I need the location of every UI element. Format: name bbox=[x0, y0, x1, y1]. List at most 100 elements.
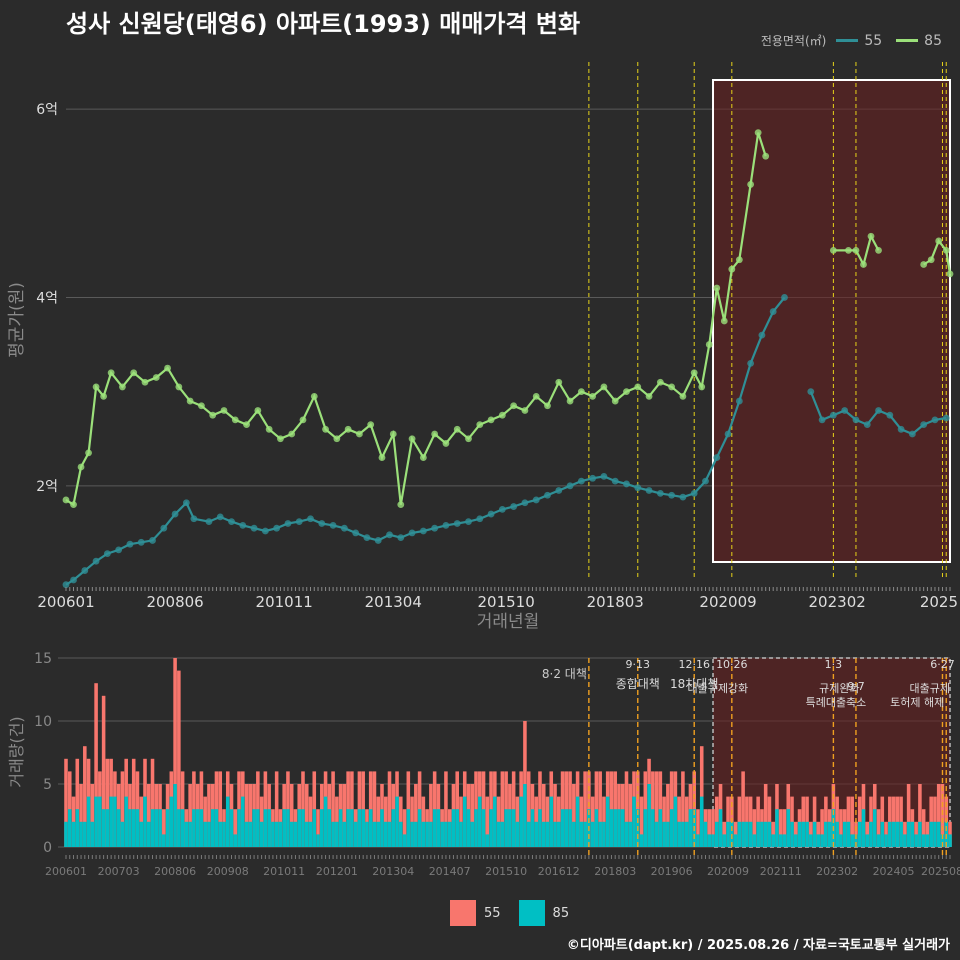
series-55-point bbox=[566, 482, 574, 490]
series-85-point bbox=[946, 270, 954, 278]
series-55-point bbox=[149, 537, 156, 544]
bar-85 bbox=[760, 821, 764, 847]
series-85-point bbox=[299, 416, 307, 424]
series-55-point bbox=[190, 515, 198, 523]
series-55-point bbox=[239, 521, 247, 529]
bar-85 bbox=[669, 809, 674, 847]
bar-85 bbox=[666, 821, 670, 847]
bar-85 bbox=[478, 796, 482, 847]
bar-85 bbox=[714, 821, 719, 847]
series-55-point bbox=[942, 414, 950, 422]
bar-55 bbox=[895, 796, 900, 847]
bar-85 bbox=[899, 821, 903, 847]
bar-85 bbox=[632, 796, 636, 847]
bar-55 bbox=[940, 784, 945, 847]
series-85-point bbox=[356, 430, 363, 438]
series-55-point bbox=[386, 531, 393, 539]
bar-85 bbox=[399, 821, 403, 847]
bar-85 bbox=[368, 809, 373, 847]
bar-55 bbox=[342, 784, 347, 847]
policy-name-6: 대출규제 bbox=[910, 682, 950, 695]
bar-85 bbox=[350, 809, 354, 847]
bar-55 bbox=[684, 796, 689, 847]
bar-55 bbox=[94, 683, 98, 847]
bar-85 bbox=[598, 821, 602, 847]
legend-swatch-85 bbox=[896, 39, 919, 42]
bar-55 bbox=[681, 771, 685, 847]
series-85-point bbox=[942, 246, 950, 254]
bar-55 bbox=[805, 796, 809, 847]
series-55-point bbox=[656, 489, 664, 497]
price-x-tick-label: 201510 bbox=[477, 593, 534, 611]
bar-85 bbox=[459, 821, 463, 847]
bar-85 bbox=[526, 821, 531, 847]
series-55-point bbox=[668, 491, 676, 499]
bar-55 bbox=[459, 796, 463, 847]
series-85-point bbox=[713, 284, 721, 292]
bar-55 bbox=[218, 771, 223, 847]
series-85-point bbox=[589, 392, 597, 400]
bar-85 bbox=[538, 809, 542, 847]
bar-55 bbox=[933, 796, 937, 847]
bar-85 bbox=[195, 809, 200, 847]
series-85-point bbox=[668, 383, 676, 391]
bar-55 bbox=[839, 809, 843, 847]
volume-axis: 0 5 10 15 200601 200703 200806 200908 201011 2012… bbox=[34, 651, 960, 878]
bar-55 bbox=[71, 796, 76, 847]
bar-85 bbox=[432, 809, 437, 847]
bar-85 bbox=[677, 821, 681, 847]
series-55-point bbox=[431, 524, 439, 532]
bar-55 bbox=[274, 771, 279, 847]
series-55-point bbox=[735, 397, 743, 405]
series-85-point bbox=[344, 425, 352, 433]
series-55-point bbox=[807, 388, 815, 396]
bar-55 bbox=[545, 796, 550, 847]
bar-85 bbox=[154, 809, 159, 847]
series-55-point bbox=[645, 487, 653, 494]
bar-85 bbox=[741, 821, 745, 847]
bar-55 bbox=[444, 771, 448, 847]
volume-x-tick-label: 201011 bbox=[263, 865, 305, 878]
bar-85 bbox=[146, 821, 151, 847]
bar-85 bbox=[105, 809, 110, 847]
series-55-point bbox=[781, 294, 788, 301]
bar-55 bbox=[737, 796, 742, 847]
bar-55 bbox=[869, 796, 873, 847]
bar-85 bbox=[613, 809, 617, 847]
bar-85 bbox=[274, 821, 279, 847]
series-85-line-0 bbox=[65, 132, 767, 507]
bar-85 bbox=[801, 821, 806, 847]
bar-85 bbox=[252, 809, 256, 847]
bar-85 bbox=[895, 821, 900, 847]
series-55-point bbox=[442, 521, 450, 529]
bar-85 bbox=[854, 834, 858, 847]
series-85-point bbox=[119, 383, 126, 391]
policy-date-1: 9·13 bbox=[626, 658, 651, 671]
bar-85 bbox=[429, 821, 433, 847]
bar-85 bbox=[64, 821, 68, 847]
series-55-point bbox=[465, 518, 472, 526]
bar-85 bbox=[948, 834, 952, 847]
series-55-point bbox=[408, 529, 416, 537]
price-y-axis-label: 평균가(원) bbox=[7, 282, 27, 358]
bar-85 bbox=[560, 809, 565, 847]
series-55-point bbox=[931, 416, 939, 424]
bar-85 bbox=[485, 834, 490, 847]
price-x-tick-label: 201803 bbox=[587, 593, 644, 611]
bar-85 bbox=[222, 821, 226, 847]
bar-85 bbox=[519, 796, 523, 847]
series-85-point bbox=[754, 129, 762, 137]
bar-85 bbox=[444, 821, 448, 847]
series-55-point bbox=[521, 499, 529, 507]
bar-55 bbox=[778, 809, 783, 847]
series-55-point bbox=[769, 308, 777, 315]
series-55-point bbox=[453, 520, 461, 527]
series-85-point bbox=[555, 378, 563, 386]
bar-85 bbox=[508, 809, 512, 847]
bar-85 bbox=[173, 784, 177, 847]
bar-85 bbox=[199, 809, 204, 847]
bar-85 bbox=[910, 821, 915, 847]
bar-85 bbox=[353, 821, 358, 847]
bar-85 bbox=[688, 809, 693, 847]
bar-85 bbox=[809, 834, 813, 847]
